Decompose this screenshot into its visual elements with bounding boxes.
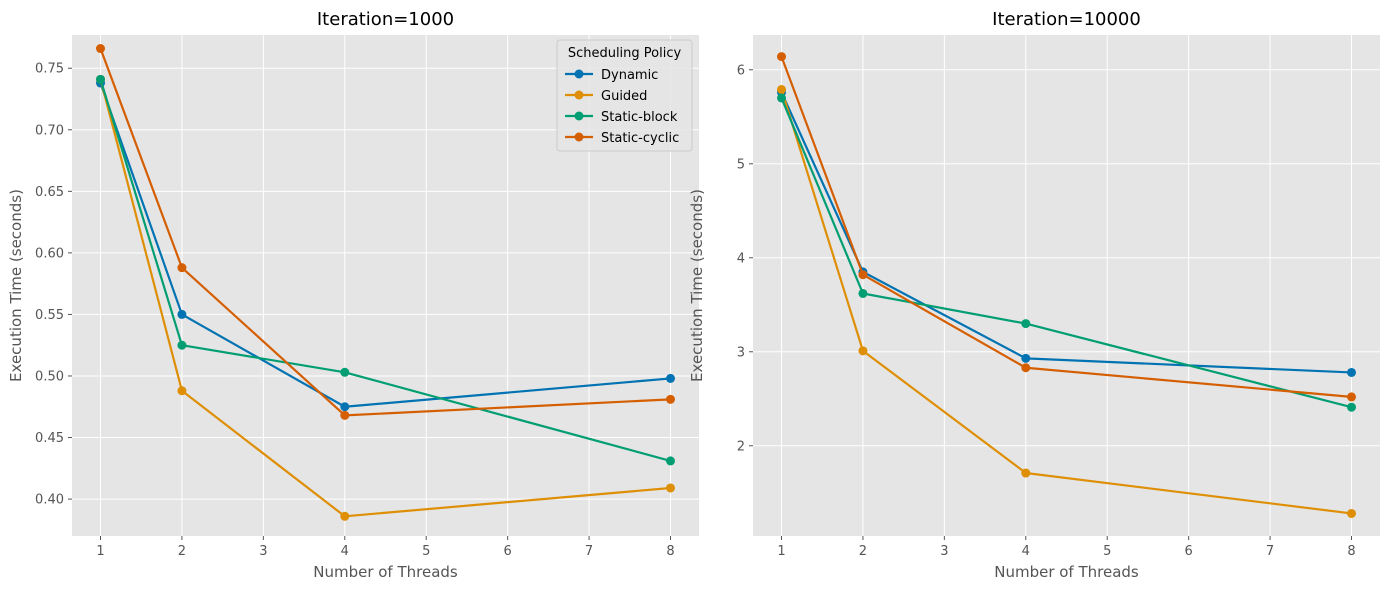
data-point-static-cyclic bbox=[858, 270, 868, 280]
data-point-guided bbox=[1347, 508, 1356, 518]
legend-label-guided: Guided bbox=[601, 89, 647, 104]
y-tick-label: 0.55 bbox=[35, 308, 64, 323]
y-tick-label: 0.45 bbox=[35, 431, 64, 446]
x-axis-label: Number of Threads bbox=[313, 563, 458, 581]
legend: Scheduling Policy Dynamic Guided Static-blo… bbox=[556, 39, 693, 152]
data-point-static-block bbox=[1347, 402, 1356, 412]
y-tick-label: 6 bbox=[737, 63, 745, 78]
y-axis-label: Execution Time (seconds) bbox=[7, 189, 25, 382]
x-tick-label: 5 bbox=[1103, 544, 1111, 559]
series-line-static-cyclic bbox=[99, 47, 672, 417]
legend-label-static-block: Static-block bbox=[601, 110, 678, 125]
legend-label-static-cyclic: Static-cyclic bbox=[601, 131, 679, 146]
data-point-dynamic bbox=[666, 373, 675, 383]
data-point-static-block bbox=[777, 93, 786, 103]
x-tick-label: 8 bbox=[666, 544, 674, 559]
data-point-static-block bbox=[1021, 319, 1031, 329]
chart-panel-iteration-10000: 1 2 3 4 5 6 7 8 2 3 4 5 6 Iteration=10000 Number of Th… bbox=[688, 9, 1380, 581]
x-tick-label: 3 bbox=[259, 544, 267, 559]
data-point-static-block bbox=[858, 288, 868, 298]
x-axis-label: Number of Threads bbox=[994, 563, 1139, 581]
y-tick-label: 0.70 bbox=[35, 123, 64, 138]
data-point-guided bbox=[666, 483, 675, 493]
data-point-static-cyclic bbox=[340, 410, 350, 420]
legend-swatch-marker-dynamic bbox=[574, 69, 584, 79]
data-point-static-block bbox=[96, 74, 105, 84]
y-tick-label: 0.65 bbox=[35, 185, 64, 200]
data-point-guided bbox=[340, 511, 350, 521]
x-tick-label: 6 bbox=[504, 544, 512, 559]
data-point-static-block bbox=[340, 367, 350, 377]
data-point-dynamic bbox=[177, 309, 187, 319]
chart-panel-iteration-1000: 1 2 3 4 5 6 7 8 0.40 0.45 0.50 0.55 0.60 0.65 0.70 0.75… bbox=[7, 9, 699, 581]
chart-title: Iteration=10000 bbox=[992, 9, 1141, 30]
x-tick-label: 2 bbox=[178, 544, 186, 559]
y-tick-label: 0.50 bbox=[35, 369, 64, 384]
data-point-static-cyclic bbox=[666, 394, 675, 404]
series-line-guided bbox=[780, 88, 1353, 515]
y-axis-label: Execution Time (seconds) bbox=[688, 189, 706, 382]
x-tick-label: 1 bbox=[96, 544, 104, 559]
series-line-static-cyclic bbox=[780, 55, 1353, 398]
data-point-dynamic bbox=[1021, 353, 1031, 363]
plot-area bbox=[753, 35, 1380, 536]
data-point-dynamic bbox=[1347, 367, 1356, 377]
chart-title: Iteration=1000 bbox=[317, 9, 454, 30]
x-tick-label: 1 bbox=[777, 544, 785, 559]
x-tick-label: 8 bbox=[1347, 544, 1355, 559]
data-point-static-cyclic bbox=[1347, 392, 1356, 402]
data-point-static-block bbox=[177, 340, 187, 350]
legend-box bbox=[556, 39, 693, 152]
legend-swatch-marker-guided bbox=[574, 90, 584, 100]
series-line-dynamic bbox=[99, 81, 672, 408]
legend-swatch-marker-static-block bbox=[574, 111, 584, 121]
data-point-static-cyclic bbox=[177, 263, 187, 273]
legend-title: Scheduling Policy bbox=[568, 46, 682, 61]
data-point-guided bbox=[858, 346, 868, 356]
y-tick-label: 0.75 bbox=[35, 62, 64, 77]
y-tick-label: 2 bbox=[737, 439, 745, 454]
series-line-guided bbox=[99, 78, 672, 518]
data-point-static-cyclic bbox=[777, 52, 786, 62]
data-point-guided bbox=[777, 85, 786, 95]
x-tick-label: 4 bbox=[1022, 544, 1030, 559]
data-point-static-cyclic bbox=[96, 44, 105, 54]
data-point-guided bbox=[1021, 468, 1031, 478]
y-tick-label: 0.60 bbox=[35, 246, 64, 261]
data-point-static-cyclic bbox=[1021, 363, 1031, 373]
x-tick-label: 6 bbox=[1185, 544, 1193, 559]
x-tick-label: 4 bbox=[341, 544, 349, 559]
y-tick-label: 4 bbox=[737, 251, 745, 266]
y-tick-label: 5 bbox=[737, 157, 745, 172]
x-tick-label: 7 bbox=[585, 544, 593, 559]
data-point-static-block bbox=[666, 456, 675, 466]
series-line-static-block bbox=[780, 96, 1353, 409]
series-line-static-block bbox=[99, 78, 672, 463]
y-tick-label: 3 bbox=[737, 345, 745, 360]
x-tick-label: 3 bbox=[940, 544, 948, 559]
data-point-dynamic bbox=[340, 402, 350, 412]
data-point-guided bbox=[177, 386, 187, 396]
legend-label-dynamic: Dynamic bbox=[601, 68, 658, 83]
legend-swatch-marker-static-cyclic bbox=[574, 132, 584, 142]
x-tick-label: 5 bbox=[422, 544, 430, 559]
x-tick-label: 7 bbox=[1266, 544, 1274, 559]
y-tick-label: 0.40 bbox=[35, 493, 64, 508]
x-tick-label: 2 bbox=[859, 544, 867, 559]
